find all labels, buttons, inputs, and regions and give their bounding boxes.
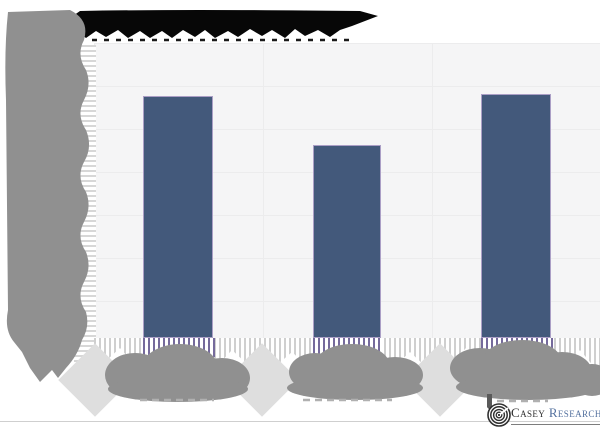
xlabel-cloud-1 — [105, 344, 250, 402]
ink-drip — [487, 394, 492, 409]
brand-name: Casey Research — [511, 405, 600, 425]
xlabel-cloud-3 — [450, 340, 600, 400]
brand-name-research: Research — [548, 405, 600, 420]
bullseye-spiral-icon — [487, 403, 511, 427]
title-ink-blob — [57, 10, 378, 38]
bottom-rule — [0, 421, 600, 422]
casey-research-logo: Casey Research — [484, 400, 600, 430]
bar — [313, 145, 381, 338]
bar — [481, 94, 551, 338]
xlabel-cloud-2 — [287, 344, 423, 400]
y-axis-redaction-blob — [5, 10, 90, 382]
brand-name-casey: Casey — [511, 405, 546, 420]
bar — [143, 96, 213, 338]
